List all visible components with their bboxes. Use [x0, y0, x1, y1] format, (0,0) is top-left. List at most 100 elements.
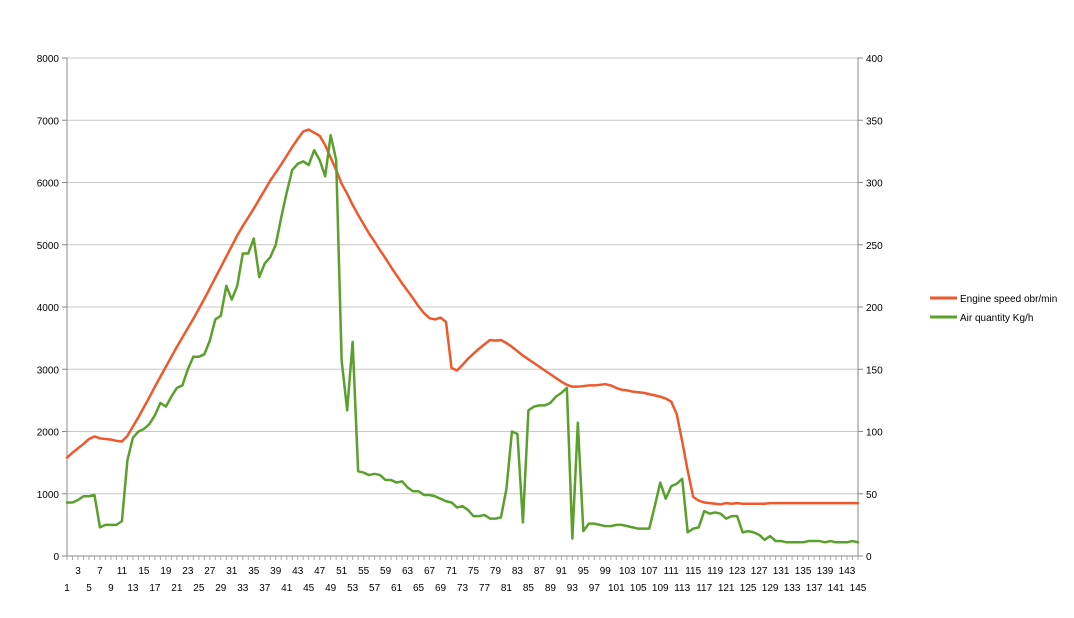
x-tick-label: 71 — [446, 566, 458, 577]
x-tick-label: 103 — [619, 566, 636, 577]
x-tick-label: 113 — [674, 583, 690, 594]
x-tick-label: 39 — [270, 566, 282, 577]
y-left-tick-label: 7000 — [37, 116, 60, 127]
y-right-tick-label: 250 — [866, 241, 883, 252]
x-tick-label: 17 — [149, 583, 161, 594]
y-left-tick-label: 5000 — [37, 241, 60, 252]
y-left-tick-label: 4000 — [37, 303, 60, 314]
y-right-tick-label: 350 — [866, 116, 883, 127]
series-line-air-quantity — [65, 133, 860, 544]
legend: Engine speed obr/min Air quantity Kg/h — [930, 294, 1057, 324]
gridlines — [67, 57, 858, 495]
axes — [62, 57, 863, 560]
y-left-tick-label: 8000 — [37, 54, 60, 65]
x-tick-label: 13 — [127, 583, 139, 594]
x-tick-label: 117 — [696, 583, 712, 594]
x-tick-label: 1 — [64, 583, 70, 594]
x-tick-label: 135 — [795, 566, 812, 577]
x-tick-label: 7 — [97, 566, 103, 577]
x-tick-label: 65 — [413, 583, 425, 594]
x-tick-label: 57 — [369, 583, 381, 594]
x-tick-label: 59 — [380, 566, 392, 577]
x-tick-label: 73 — [457, 583, 469, 594]
x-tick-label: 127 — [751, 566, 768, 577]
x-tick-label: 93 — [567, 583, 579, 594]
x-tick-label: 99 — [600, 566, 612, 577]
x-tick-label: 75 — [468, 566, 480, 577]
x-tick-label: 33 — [237, 583, 249, 594]
series-line-engine-speed — [65, 128, 860, 506]
legend-label-engine-speed: Engine speed obr/min — [960, 294, 1057, 305]
x-tick-label: 107 — [641, 566, 658, 577]
x-tick-label: 141 — [828, 583, 845, 594]
x-tick-label: 37 — [259, 583, 271, 594]
x-tick-label: 115 — [685, 566, 701, 577]
x-tick-label: 47 — [314, 566, 326, 577]
x-tick-label: 95 — [578, 566, 590, 577]
x-tick-label: 31 — [226, 566, 238, 577]
x-tick-label: 77 — [479, 583, 491, 594]
x-tick-label: 69 — [435, 583, 447, 594]
x-tick-label: 53 — [347, 583, 359, 594]
legend-label-air-quantity: Air quantity Kg/h — [960, 313, 1033, 324]
x-tick-label: 109 — [652, 583, 669, 594]
x-tick-label: 3 — [75, 566, 81, 577]
x-tick-label: 143 — [839, 566, 856, 577]
y-right-tick-label: 0 — [866, 552, 872, 563]
x-tick-label: 79 — [490, 566, 502, 577]
y-left-tick-label: 2000 — [37, 428, 60, 439]
x-tick-label: 131 — [773, 566, 790, 577]
x-tick-label: 55 — [358, 566, 370, 577]
x-tick-label: 111 — [664, 566, 680, 577]
x-tick-label: 61 — [391, 583, 403, 594]
x-tick-label: 105 — [630, 583, 647, 594]
y-right-tick-label: 150 — [866, 365, 883, 376]
y-right-tick-label: 100 — [866, 428, 883, 439]
x-tick-label: 89 — [545, 583, 557, 594]
x-tick-label: 145 — [850, 583, 867, 594]
x-tick-label: 139 — [817, 566, 834, 577]
x-tick-label: 43 — [292, 566, 304, 577]
y-left-tick-label: 1000 — [37, 490, 60, 501]
x-tick-label: 35 — [248, 566, 260, 577]
x-tick-label: 51 — [336, 566, 348, 577]
y-right-tick-label: 50 — [866, 490, 878, 501]
x-tick-label: 101 — [608, 583, 625, 594]
x-tick-label: 123 — [729, 566, 746, 577]
x-tick-label: 49 — [325, 583, 337, 594]
x-tick-label: 25 — [193, 583, 205, 594]
x-tick-label: 81 — [501, 583, 513, 594]
y-left-tick-label: 0 — [53, 552, 59, 563]
x-tick-label: 67 — [424, 566, 436, 577]
x-tick-label: 19 — [160, 566, 172, 577]
y-right-tick-label: 200 — [866, 303, 883, 314]
series-lines — [65, 128, 860, 544]
x-tick-label: 21 — [171, 583, 183, 594]
y-left-tick-label: 3000 — [37, 365, 60, 376]
y-left-tick-label: 6000 — [37, 179, 60, 190]
x-tick-label: 83 — [512, 566, 524, 577]
x-tick-label: 133 — [784, 583, 801, 594]
x-tick-label: 97 — [589, 583, 601, 594]
x-tick-label: 125 — [740, 583, 757, 594]
x-tick-label: 129 — [762, 583, 779, 594]
x-tick-label: 119 — [707, 566, 723, 577]
x-tick-label: 85 — [523, 583, 535, 594]
x-tick-label: 29 — [215, 583, 227, 594]
x-tick-label: 11 — [117, 566, 128, 577]
x-tick-label: 45 — [303, 583, 315, 594]
x-tick-label: 63 — [402, 566, 414, 577]
x-tick-label: 41 — [281, 583, 293, 594]
x-tick-label: 27 — [204, 566, 216, 577]
x-tick-label: 121 — [718, 583, 735, 594]
x-tick-label: 23 — [182, 566, 194, 577]
x-tick-label: 87 — [534, 566, 546, 577]
x-tick-label: 9 — [108, 583, 114, 594]
x-tick-label: 5 — [86, 583, 92, 594]
tick-labels: 0 1000 2000 3000 4000 5000 6000 7000 8000 0 50 100 1… — [37, 54, 883, 594]
y-right-tick-label: 400 — [866, 54, 883, 65]
x-tick-label: 91 — [556, 566, 568, 577]
y-right-tick-label: 300 — [866, 179, 883, 190]
x-tick-label: 137 — [806, 583, 823, 594]
